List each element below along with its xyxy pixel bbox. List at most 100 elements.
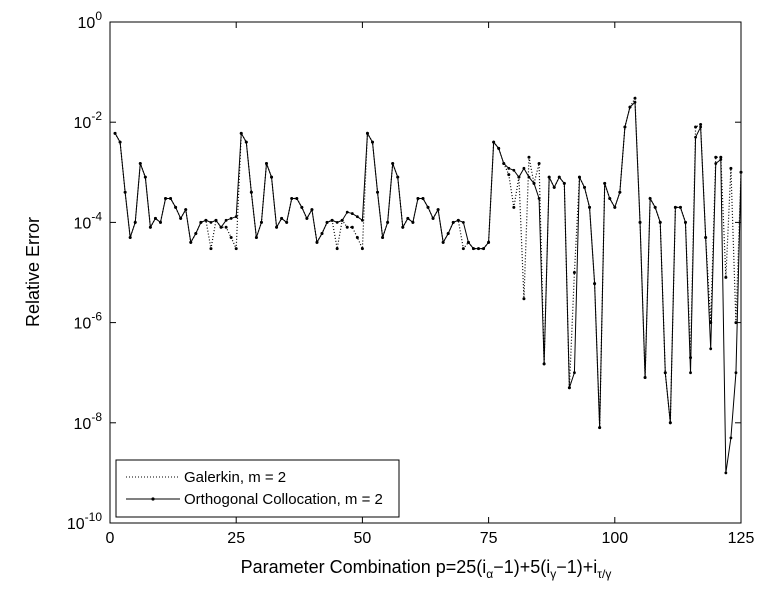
data-point-collocation [573,371,576,375]
data-point-collocation [219,225,223,229]
data-point-collocation [714,162,718,165]
data-point-galerkin [572,271,576,274]
data-point-collocation [497,146,501,150]
data-point-collocation [254,236,258,239]
y-tick-label: 10-6 [74,310,103,333]
data-point-collocation [724,471,728,475]
data-point-collocation [729,436,733,440]
y-tick-label: 10-4 [74,209,103,232]
x-axis-label-sub-tau-gamma: τ/γ [597,567,611,581]
y-tick-exponent: -8 [91,410,102,424]
data-point-collocation [689,371,692,375]
x-tick-label: 50 [354,530,372,547]
x-tick-label: 100 [601,530,628,547]
data-point-collocation [265,162,268,165]
data-point-collocation [386,221,390,224]
data-point-collocation [552,185,556,189]
data-point-collocation [350,212,354,215]
data-point-collocation [598,426,602,430]
data-point-galerkin [507,173,511,177]
y-tick-base: 10 [74,416,92,433]
y-axis-label: Relative Error [23,217,43,327]
data-point-collocation [492,140,496,144]
data-point-collocation [699,125,703,129]
data-point-collocation [320,232,324,235]
data-point-galerkin [461,247,465,251]
data-point-galerkin [209,247,213,251]
data-point-galerkin [345,225,349,229]
data-point-collocation [467,240,470,244]
data-point-galerkin [224,225,228,229]
data-point-collocation [174,205,178,209]
data-point-collocation [547,175,551,179]
data-point-collocation [376,190,379,194]
data-point-galerkin [512,205,516,209]
data-point-collocation [239,131,243,135]
data-point-collocation [431,217,435,220]
data-point-collocation [517,175,521,179]
data-point-collocation [583,185,586,189]
data-point-galerkin [729,166,733,170]
data-point-collocation [668,421,672,425]
data-point-collocation [169,197,172,200]
data-point-collocation [330,218,334,222]
data-point-collocation [234,215,238,219]
data-point-collocation [280,217,284,220]
data-point-galerkin [234,247,238,251]
data-point-collocation [613,205,617,209]
x-axis-label-mid1: −1)+5(i [493,557,550,577]
y-tick-exponent: -6 [91,310,102,324]
plot-frame [109,21,742,524]
data-point-collocation [648,197,652,200]
data-point-collocation [361,218,364,222]
data-point-collocation [118,140,122,144]
data-point-collocation [300,205,304,209]
legend-box [115,459,400,518]
data-point-collocation [154,217,157,220]
data-point-collocation [704,236,708,239]
y-tick-base: 10 [74,215,92,232]
data-point-collocation [159,221,162,224]
legend: Galerkin, m = 2 Orthogonal Collocation, … [115,459,400,518]
data-point-collocation [199,221,203,224]
x-tick-label: 125 [728,530,755,547]
y-tick-label: 100 [78,9,103,32]
y-tick-base: 10 [74,115,92,132]
data-point-collocation [426,205,430,209]
data-point-collocation [184,208,188,212]
data-point-collocation [340,218,344,222]
data-point-collocation [567,386,571,390]
data-point-collocation [436,208,440,212]
data-point-collocation [446,232,450,235]
data-point-collocation [537,197,541,200]
legend-label-collocation: Orthogonal Collocation, m = 2 [184,491,383,508]
y-tick-label: 10-10 [67,510,102,533]
y-tick-label: 10-2 [74,109,103,132]
series-layer [113,96,743,475]
data-point-collocation [421,197,425,200]
data-point-galerkin [537,161,541,165]
data-point-galerkin [522,297,526,301]
data-point-galerkin [719,155,723,159]
data-point-collocation [709,347,713,351]
data-point-collocation [381,236,384,239]
data-point-collocation [663,371,667,375]
data-point-collocation [275,225,278,229]
data-point-collocation [371,140,374,144]
data-point-galerkin [694,125,698,129]
data-point-collocation [618,190,622,194]
data-point-collocation [684,221,687,224]
data-point-collocation [578,175,581,179]
data-point-collocation [603,182,607,185]
y-tick-base: 10 [78,15,96,32]
data-point-collocation [285,221,289,224]
data-point-collocation [310,208,314,212]
x-axis-label-main: Parameter Combination p=25(i [241,557,487,577]
series-line-collocation [114,101,742,473]
data-point-collocation [643,376,647,379]
data-point-collocation [477,247,480,250]
y-tick-exponent: -4 [91,209,102,223]
data-point-collocation [214,218,218,222]
